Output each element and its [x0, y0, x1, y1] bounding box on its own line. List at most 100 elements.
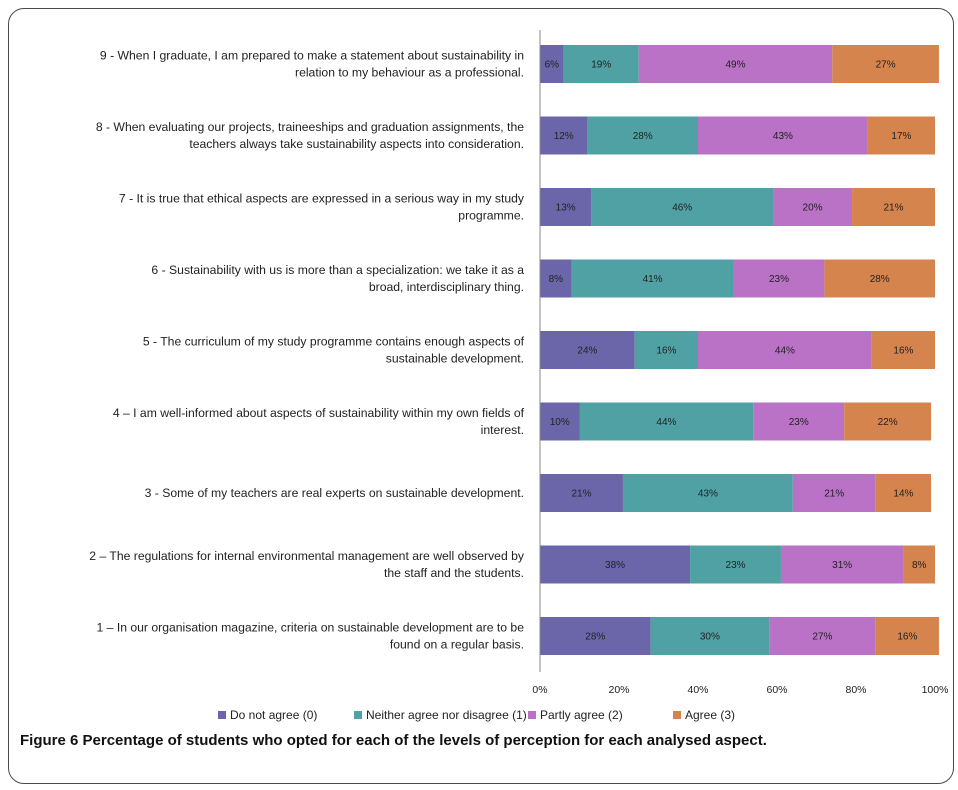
data-label: 27% [876, 60, 896, 71]
data-label: 31% [832, 560, 852, 571]
legend-label: Agree (3) [685, 708, 735, 722]
category-label: 9 - When I graduate, I am prepared to ma… [100, 49, 524, 80]
data-label: 12% [554, 131, 574, 142]
caption-label: Figure 6 [20, 732, 79, 749]
bar-segment [824, 259, 935, 298]
category-label: 6 - Sustainability with us is more than … [151, 263, 524, 294]
bar-segment [638, 45, 833, 83]
legend-label: Neither agree nor disagree (1) [366, 708, 527, 722]
bar-segment [540, 402, 580, 441]
bar-segment [871, 331, 935, 369]
bar-segment [540, 45, 564, 83]
data-label: 27% [812, 632, 832, 643]
data-label: 23% [726, 560, 746, 571]
category-label-line: 8 - When evaluating our projects, traine… [96, 120, 524, 134]
bar-segment [844, 402, 932, 441]
bar-segment [650, 617, 770, 655]
data-label: 19% [591, 60, 611, 71]
data-label: 28% [870, 274, 890, 285]
category-labels: 9 - When I graduate, I am prepared to ma… [89, 49, 525, 652]
figure-frame [8, 8, 954, 784]
category-label-line: found on a regular basis. [390, 638, 524, 652]
data-label: 16% [893, 346, 913, 357]
data-label: 16% [897, 632, 917, 643]
bar-segment [903, 545, 935, 584]
data-label: 22% [878, 417, 898, 428]
bar-segment [622, 474, 793, 512]
category-label-line: programme. [458, 209, 524, 223]
data-label: 14% [893, 489, 913, 500]
category-label: 1 – In our organisation magazine, criter… [96, 621, 524, 652]
bar-segment [769, 617, 876, 655]
data-label: 46% [672, 203, 692, 214]
data-label: 21% [884, 203, 904, 214]
bar-segment [792, 474, 876, 512]
bar-segment [634, 331, 698, 369]
x-tick-label: 0% [532, 684, 547, 696]
x-tick-label: 40% [687, 684, 708, 696]
bar-segment [875, 617, 939, 655]
data-label: 44% [775, 346, 795, 357]
bar-segment [875, 474, 932, 512]
bar-segment [563, 45, 639, 83]
category-label-line: broad, interdisciplinary thing. [369, 280, 524, 294]
bar-segment [867, 116, 935, 155]
bar-segment [780, 545, 904, 584]
data-label: 6% [545, 60, 560, 71]
category-label-line: teachers always take sustainability aspe… [189, 137, 524, 151]
x-tick-label: 100% [922, 684, 949, 696]
data-label: 49% [726, 60, 746, 71]
data-label: 8% [912, 560, 927, 571]
bar-segment [698, 331, 872, 369]
bar-segment [773, 188, 853, 226]
bar-segment [832, 45, 939, 83]
legend-label: Partly agree (2) [540, 708, 623, 722]
category-label-line: 9 - When I graduate, I am prepared to ma… [100, 49, 524, 63]
bar-segment [540, 331, 635, 369]
bar-segment [540, 545, 691, 584]
data-label: 43% [698, 489, 718, 500]
data-label: 41% [643, 274, 663, 285]
bar-segment [540, 188, 592, 226]
bar-segment [591, 188, 774, 226]
data-label: 28% [585, 632, 605, 643]
category-label-line: 4 – I am well-informed about aspects of … [113, 406, 525, 420]
data-label: 16% [656, 346, 676, 357]
bar-segment [540, 116, 588, 155]
figure-caption: Figure 6 Percentage of students who opte… [20, 731, 920, 751]
category-label-line: sustainable development. [386, 352, 524, 366]
data-label: 20% [803, 203, 823, 214]
data-label: 23% [769, 274, 789, 285]
legend-swatch [218, 711, 226, 719]
x-tick-label: 80% [845, 684, 866, 696]
category-label-line: relation to my behaviour as a profession… [295, 66, 524, 80]
bar-segment [540, 474, 623, 512]
data-label: 13% [556, 203, 576, 214]
data-label: 30% [700, 632, 720, 643]
category-label-line: 7 - It is true that ethical aspects are … [119, 192, 525, 206]
bar-segment [698, 116, 868, 155]
bar-segment [579, 402, 754, 441]
category-label-line: 1 – In our organisation magazine, criter… [96, 621, 524, 635]
data-label: 38% [605, 560, 625, 571]
data-label: 23% [789, 417, 809, 428]
data-label: 24% [577, 346, 597, 357]
data-label: 17% [891, 131, 911, 142]
stacked-bar-chart: 9 - When I graduate, I am prepared to ma… [89, 30, 949, 722]
category-label-line: 2 – The regulations for internal environ… [89, 549, 525, 563]
bar-segment [540, 617, 651, 655]
legend: Do not agree (0) Neither agree nor disagr… [218, 708, 735, 722]
bars: 6% 19% 49% 27% 12% 28% 43% 17% 13% 46% 20% 21% 8% 41%… [540, 45, 939, 655]
data-label: 10% [550, 417, 570, 428]
data-label: 28% [633, 131, 653, 142]
legend-swatch [354, 711, 362, 719]
category-label-line: 5 - The curriculum of my study programme… [143, 335, 525, 349]
category-label: 2 – The regulations for internal environ… [89, 549, 525, 580]
x-tick-label: 60% [766, 684, 787, 696]
category-label: 4 – I am well-informed about aspects of … [113, 406, 525, 437]
bar-segment [753, 402, 845, 441]
category-label: 8 - When evaluating our projects, traine… [96, 120, 524, 151]
bar-segment [733, 259, 825, 298]
bar-segment [571, 259, 734, 298]
bar-segment [587, 116, 698, 155]
